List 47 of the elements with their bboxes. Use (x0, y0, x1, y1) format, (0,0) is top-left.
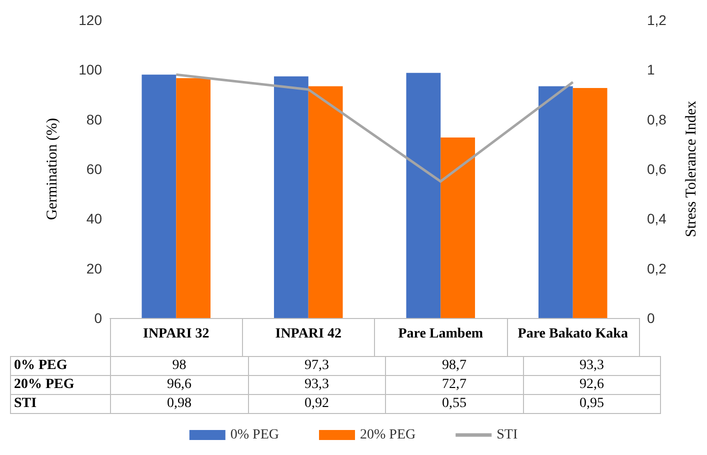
x-tick-label: Pare Bakato Kaka (518, 326, 628, 342)
data-label: 93,3 (248, 376, 386, 394)
data-label: 97,3 (248, 356, 386, 376)
y2-tick-label: 0,8 (647, 111, 667, 128)
y2-tick-label: 0,4 (647, 210, 667, 227)
y2-tick-label: 0,2 (647, 260, 667, 276)
y2-axis-title: Stress Tolerance Index (684, 100, 700, 238)
data-label: 93,3 (523, 356, 660, 376)
y-tick-label: 20 (86, 260, 102, 276)
y-tick-label: 40 (86, 210, 102, 227)
y2-tick-label: 1 (647, 62, 655, 78)
text: 0% PEG (14, 358, 68, 373)
y-tick-label: 120 (78, 12, 102, 28)
data-label: 0,55 (386, 394, 523, 414)
data-label: 0,95 (523, 394, 660, 414)
data-label: 96,6 (110, 376, 248, 394)
y-tick-label: 60 (86, 161, 102, 177)
bar (176, 78, 211, 318)
bar (538, 86, 573, 318)
y-tick-label: 0 (94, 310, 102, 326)
bar (406, 72, 441, 318)
x-tick-label: INPARI 42 (275, 326, 342, 342)
bar (308, 86, 343, 318)
y-tick-label: 100 (78, 62, 102, 78)
legend-label: STI (496, 428, 518, 442)
y-tick-label: 80 (86, 111, 102, 128)
line-series (174, 73, 574, 183)
legend-label: 0% PEG (230, 428, 280, 442)
data-label: 0,92 (248, 394, 386, 414)
data-label: 0,98 (110, 394, 248, 414)
data-label: 72,7 (386, 376, 523, 394)
bar (572, 88, 608, 318)
bar (142, 74, 176, 318)
data-label: 92,6 (523, 376, 660, 394)
text: STI (14, 396, 37, 411)
data-label: 98 (110, 356, 248, 376)
x-tick-label: Pare Lambem (398, 326, 484, 342)
y2-tick-label: 0 (647, 310, 655, 326)
y2-tick-label: 0,6 (647, 161, 667, 177)
data-label: 98,7 (386, 356, 523, 376)
bar (274, 76, 308, 318)
text: 20% PEG (14, 377, 74, 392)
y-axis-title: Germination (%) (44, 118, 60, 220)
legend-label: 20% PEG (360, 428, 416, 442)
bar (440, 137, 476, 318)
y2-tick-label: 1,2 (647, 12, 667, 28)
x-tick-label: INPARI 32 (143, 326, 210, 342)
